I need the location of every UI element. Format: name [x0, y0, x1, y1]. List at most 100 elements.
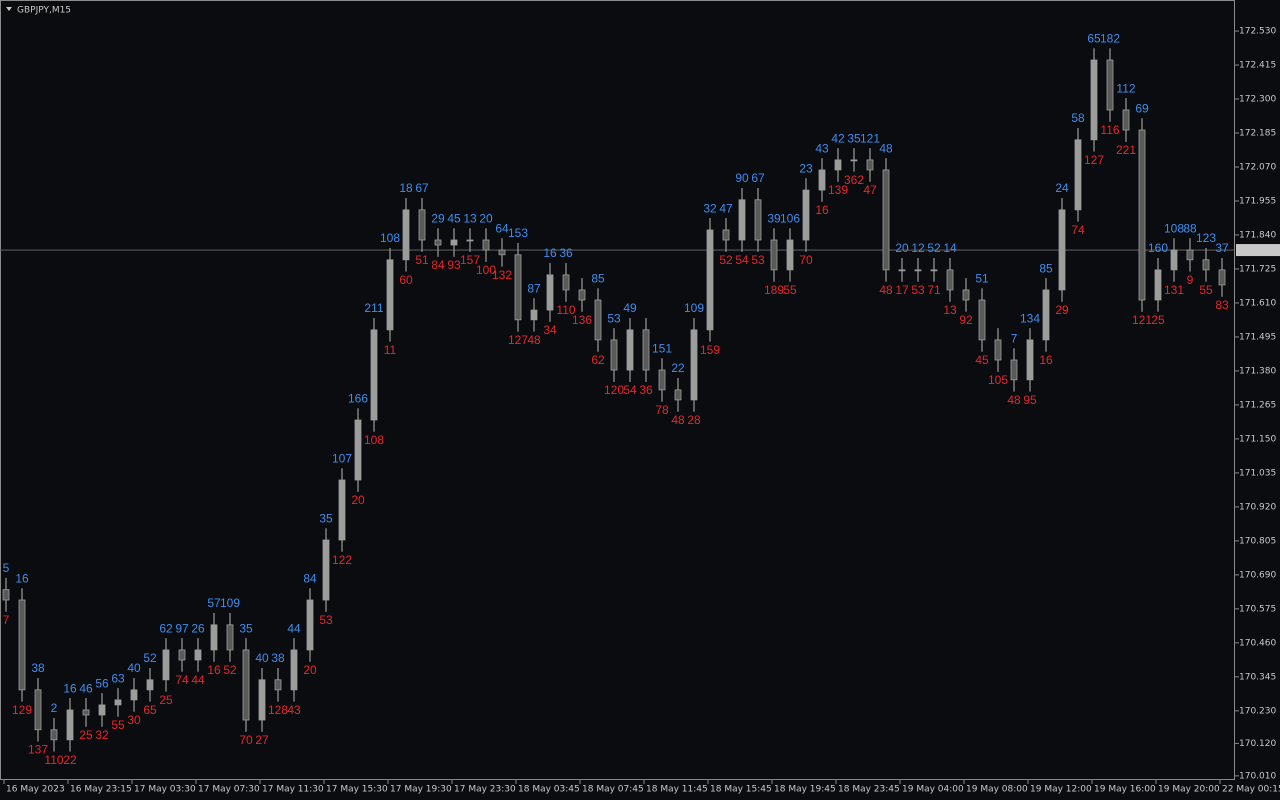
candle-body — [658, 369, 666, 391]
down-label: 34 — [543, 323, 557, 337]
up-label: 108 — [1164, 221, 1184, 235]
down-label: 51 — [415, 253, 429, 267]
y-tick-label: 170.805 — [1239, 536, 1276, 546]
up-label: 58 — [1071, 111, 1085, 125]
x-tick-label: 19 May 16:00 — [1094, 785, 1156, 795]
down-label: 84 — [431, 258, 445, 272]
candle-body — [50, 729, 58, 741]
up-label: 108 — [380, 231, 400, 245]
down-label: 48 — [527, 333, 541, 347]
up-label: 182 — [1100, 31, 1120, 45]
down-label: 54 — [623, 383, 637, 397]
down-label: 60 — [399, 273, 413, 287]
down-label: 92 — [959, 313, 973, 327]
up-label: 63 — [111, 671, 125, 685]
up-label: 106 — [780, 211, 800, 225]
down-label: 139 — [828, 183, 848, 197]
candle-body — [1170, 249, 1178, 271]
candle-body — [802, 189, 810, 241]
down-label: 108 — [364, 433, 384, 447]
down-label: 110 — [556, 303, 575, 317]
down-label: 132 — [492, 268, 512, 282]
up-label: 109 — [220, 596, 240, 610]
candle-body — [450, 239, 458, 246]
down-label: 45 — [975, 353, 989, 367]
up-label: 69 — [1135, 101, 1149, 115]
y-tick-label: 172.300 — [1239, 95, 1276, 105]
x-tick-label: 22 May 00:15 — [1222, 785, 1280, 795]
candle-body — [2, 589, 10, 601]
candle-body — [386, 259, 394, 331]
down-label: 32 — [95, 728, 109, 742]
candle-body — [178, 649, 186, 661]
last-price-label: 171.789 — [1239, 246, 1276, 256]
candle-body — [882, 169, 890, 271]
candle-body — [1074, 139, 1082, 211]
down-label: 157 — [460, 253, 480, 267]
x-tick-label: 18 May 03:45 — [518, 785, 580, 795]
up-label: 35 — [847, 131, 861, 145]
up-label: 166 — [348, 391, 368, 405]
candle-body — [610, 339, 618, 371]
down-label: 55 — [783, 283, 797, 297]
up-label: 64 — [495, 221, 509, 235]
candle-body — [82, 709, 90, 716]
up-label: 12 — [911, 241, 925, 255]
up-label: 90 — [735, 171, 749, 185]
candle-body — [290, 649, 298, 691]
candle-body — [130, 689, 138, 701]
candle-body — [194, 649, 202, 661]
up-label: 23 — [799, 161, 813, 175]
up-label: 40 — [127, 661, 141, 675]
down-label: 11 — [384, 343, 397, 357]
up-label: 43 — [815, 141, 829, 155]
candle-body — [514, 254, 522, 321]
down-label: 48 — [879, 283, 893, 297]
up-label: 48 — [879, 141, 893, 155]
up-label: 85 — [591, 271, 605, 285]
down-label: 105 — [988, 373, 1008, 387]
down-label: 9 — [1187, 273, 1194, 287]
candle-body — [114, 699, 122, 706]
candle-body — [834, 159, 842, 171]
down-label: 44 — [191, 673, 205, 687]
candle-body — [18, 599, 26, 691]
down-label: 53 — [751, 253, 765, 267]
up-label: 26 — [191, 621, 205, 635]
y-tick-label: 170.920 — [1239, 502, 1276, 512]
down-label: 129 — [12, 703, 32, 717]
y-tick-label: 172.415 — [1239, 61, 1276, 71]
up-label: 211 — [364, 301, 383, 315]
candle-body — [498, 249, 506, 256]
up-label: 47 — [719, 201, 733, 215]
down-label: 70 — [239, 733, 253, 747]
y-tick-label: 171.150 — [1239, 434, 1276, 444]
candle-body — [338, 479, 346, 541]
y-tick-label: 171.725 — [1239, 264, 1276, 274]
y-tick-label: 170.010 — [1239, 771, 1276, 781]
candle-body — [1122, 109, 1130, 131]
candle-body — [258, 679, 266, 721]
up-label: 151 — [652, 341, 672, 355]
candle-body — [1106, 59, 1114, 111]
y-tick-label: 171.265 — [1239, 400, 1276, 410]
candle-body — [866, 159, 874, 171]
chart-title: GBPJPY,M15 — [17, 6, 71, 16]
candle-body — [1138, 129, 1146, 301]
candle-body — [274, 679, 282, 691]
y-tick-label: 171.495 — [1239, 332, 1276, 342]
candle-body — [1154, 269, 1162, 301]
y-tick-label: 171.610 — [1239, 298, 1276, 308]
up-label: 38 — [271, 651, 285, 665]
down-label: 137 — [28, 743, 48, 757]
down-label: 65 — [143, 703, 157, 717]
up-label: 62 — [159, 621, 173, 635]
x-tick-label: 19 May 20:00 — [1158, 785, 1220, 795]
x-tick-label: 18 May 19:45 — [774, 785, 836, 795]
down-label: 53 — [319, 613, 333, 627]
candle-body — [226, 624, 234, 651]
down-label: 13 — [943, 303, 957, 317]
y-tick-label: 171.840 — [1239, 230, 1276, 240]
